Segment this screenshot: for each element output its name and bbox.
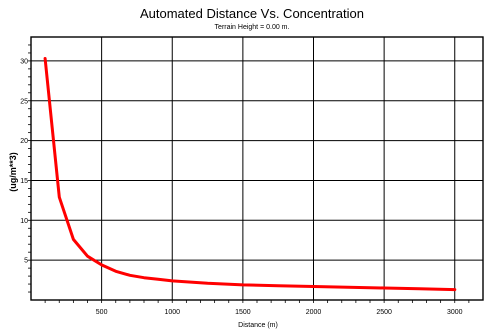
x-axis-label: Distance (m) xyxy=(238,322,278,329)
chart-title: Automated Distance Vs. Concentration xyxy=(140,6,364,21)
y-tick-label-30: 30 xyxy=(20,58,28,65)
y-axis-label: (ug/m**3) xyxy=(8,152,18,192)
y-tick-label-10: 10 xyxy=(20,218,28,225)
series-layer xyxy=(43,57,457,292)
x-tick-label-2000: 2000 xyxy=(306,309,322,316)
series-line-0 xyxy=(43,57,457,292)
y-tick-labels: 5 10 15 20 25 30 xyxy=(20,58,28,264)
x-tick-label-2500: 2500 xyxy=(376,309,392,316)
y-tick-label-25: 25 xyxy=(20,98,28,105)
minor-ticks xyxy=(28,44,470,303)
y-tick-label-20: 20 xyxy=(20,138,28,145)
chart-subtitle: Terrain Height = 0.00 m. xyxy=(215,24,290,31)
x-tick-label-1500: 1500 xyxy=(235,309,251,316)
x-tick-labels: 500 1000 1500 2000 2500 3000 xyxy=(96,309,463,316)
y-tick-label-15: 15 xyxy=(20,178,28,185)
grid-lines xyxy=(31,37,483,300)
x-tick-label-500: 500 xyxy=(96,309,108,316)
y-tick-label-5: 5 xyxy=(24,258,28,265)
x-tick-label-1000: 1000 xyxy=(164,309,180,316)
x-tick-label-3000: 3000 xyxy=(447,309,463,316)
